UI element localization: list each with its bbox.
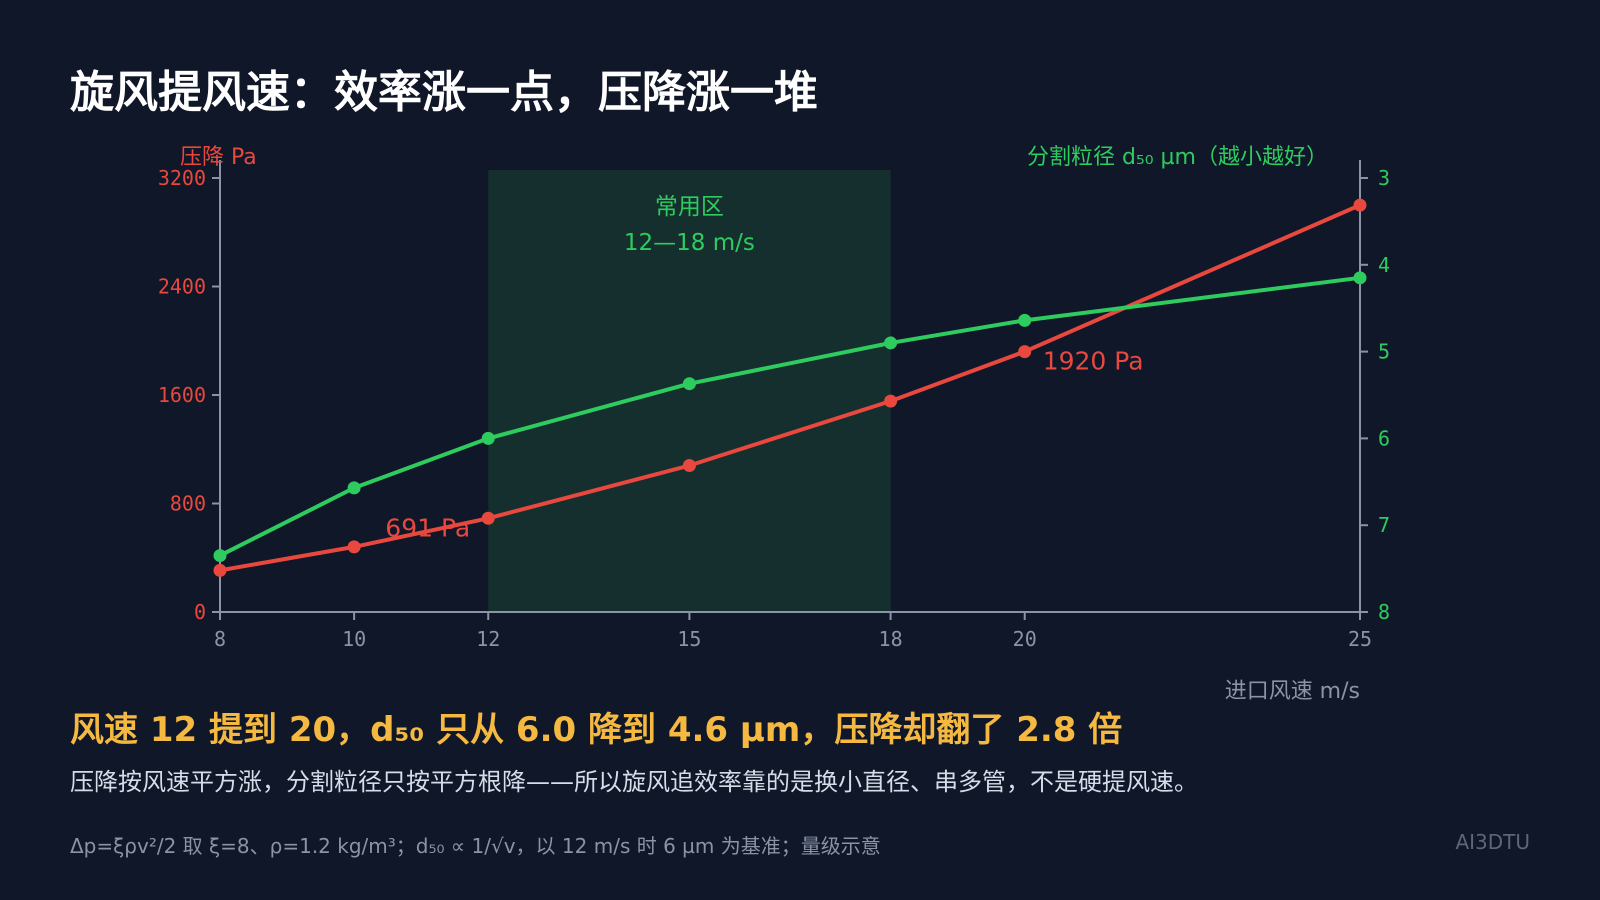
- pressure-drop-point: [347, 540, 361, 554]
- page-title: 旋风提风速：效率涨一点，压降涨一堆: [70, 67, 818, 118]
- right-tick-label: 8: [1378, 600, 1390, 624]
- common-range-label: 常用区: [655, 194, 724, 220]
- footnote: Δp=ξρv²/2 取 ξ=8、ρ=1.2 kg/m³；d₅₀ ∝ 1/√v，以…: [70, 834, 881, 858]
- subline: 压降按风速平方涨，分割粒径只按平方根降——所以旋风追效率靠的是换小直径、串多管，…: [70, 768, 1198, 796]
- left-tick-label: 2400: [158, 275, 206, 299]
- right-tick-label: 6: [1378, 426, 1390, 450]
- pressure-drop-point: [1353, 198, 1367, 212]
- right-axis-title: 分割粒径 d₅₀ µm（越小越好）: [1027, 145, 1328, 170]
- x-tick-label: 18: [879, 627, 903, 651]
- x-tick-label: 8: [214, 627, 226, 651]
- d50-point: [1353, 271, 1367, 285]
- x-tick-label: 10: [342, 627, 366, 651]
- x-tick-label: 20: [1013, 627, 1037, 651]
- headline: 风速 12 提到 20，d₅₀ 只从 6.0 降到 4.6 µm，压降却翻了 2…: [70, 710, 1123, 750]
- d50-point: [884, 336, 898, 350]
- x-tick-label: 25: [1348, 627, 1372, 651]
- data-label: 1920 Pa: [1043, 347, 1144, 376]
- pressure-drop-point: [682, 459, 696, 473]
- data-label: 691 Pa: [385, 513, 470, 542]
- right-tick-label: 3: [1378, 166, 1390, 190]
- d50-point: [347, 481, 361, 495]
- pressure-drop-point: [1018, 345, 1032, 359]
- pressure-drop-point: [481, 511, 495, 525]
- right-tick-label: 4: [1378, 253, 1390, 277]
- right-tick-label: 7: [1378, 513, 1390, 537]
- common-range-sublabel: 12—18 m/s: [624, 230, 755, 256]
- left-tick-label: 800: [170, 492, 206, 516]
- x-tick-label: 12: [476, 627, 500, 651]
- d50-point: [213, 549, 227, 563]
- right-tick-label: 5: [1378, 340, 1390, 364]
- common-range-band: [488, 170, 891, 612]
- watermark: AI3DTU: [1455, 830, 1530, 854]
- dual-axis-line-chart: 常用区 12—18 m/s 0 800 1600 2400 3200 3 4 5 6 7 8 8 10 12…: [158, 145, 1390, 700]
- x-tick-label: 15: [677, 627, 701, 651]
- x-axis-title: 进口风速 m/s: [1225, 679, 1360, 700]
- left-tick-label: 0: [194, 600, 206, 624]
- left-tick-label: 3200: [158, 166, 206, 190]
- left-tick-label: 1600: [158, 383, 206, 407]
- pressure-drop-point: [213, 563, 227, 577]
- d50-point: [481, 431, 495, 445]
- left-axis-title: 压降 Pa: [180, 145, 257, 170]
- d50-point: [1018, 313, 1032, 327]
- d50-point: [682, 377, 696, 391]
- pressure-drop-point: [884, 394, 898, 408]
